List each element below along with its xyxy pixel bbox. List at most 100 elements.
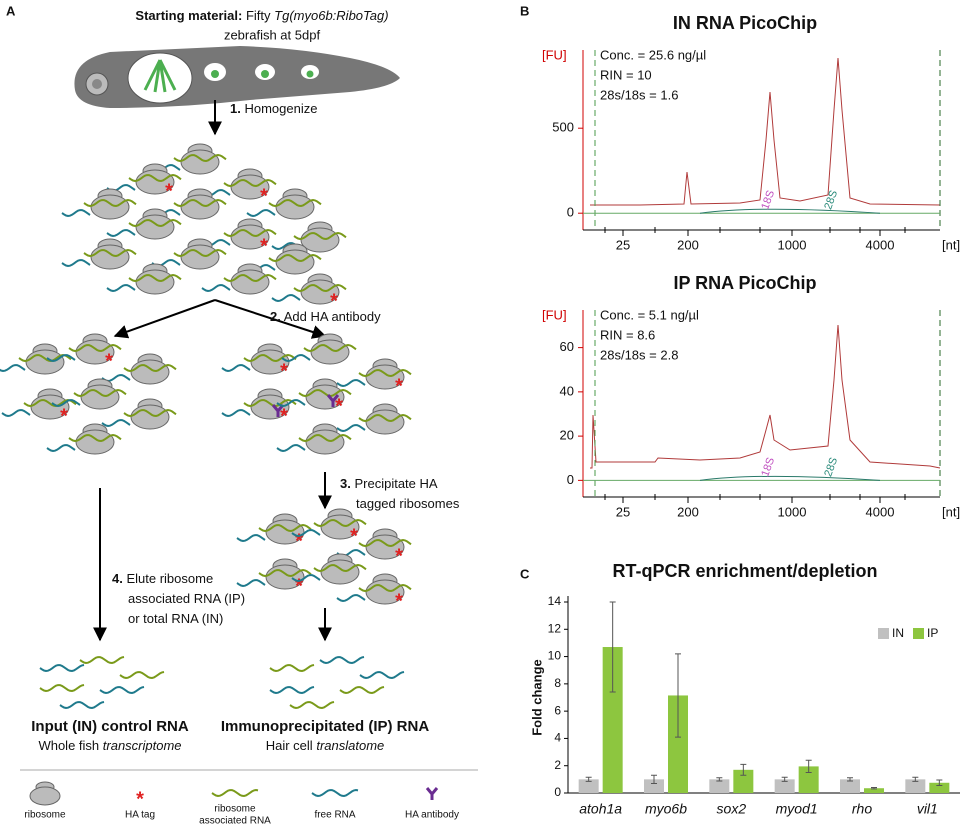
rna — [313, 563, 367, 573]
rna — [173, 248, 227, 258]
legend-label: ribosome — [24, 810, 66, 821]
rna — [359, 671, 405, 680]
rna — [123, 408, 177, 418]
rna — [236, 579, 266, 588]
rna — [236, 534, 266, 543]
rna — [119, 671, 165, 680]
sub: Whole fish — [38, 738, 99, 753]
step-text: 2. Add HA antibody — [270, 309, 381, 324]
panel-label: C — [520, 566, 530, 581]
rna — [358, 368, 412, 378]
step-text: associated RNA (IP) — [128, 591, 245, 606]
x-tick-label: 25 — [616, 504, 630, 519]
y-tick-label: 0 — [567, 205, 574, 220]
ribosome — [275, 194, 315, 220]
error-bar — [847, 777, 853, 782]
ribosome — [180, 149, 220, 175]
rna — [128, 218, 182, 228]
ha-tag: * — [280, 405, 288, 427]
rna — [271, 294, 301, 303]
ribosome — [135, 269, 175, 295]
ha-tag: * — [136, 788, 144, 810]
bar — [578, 779, 599, 793]
ribosome — [75, 429, 115, 455]
bar — [798, 766, 819, 793]
y-tick-label: 8 — [554, 676, 561, 690]
ha-tag: * — [330, 290, 338, 312]
ribosome — [305, 429, 345, 455]
output-sub: Whole fish transcriptome — [38, 738, 181, 753]
ha-tag: * — [60, 405, 68, 427]
error-bar — [585, 776, 592, 782]
rna — [293, 283, 347, 293]
error-bar — [912, 776, 919, 782]
step-number: 3. — [340, 476, 351, 491]
start-line: zebrafish at 5dpf — [224, 27, 321, 42]
chart-title: RT-qPCR enrichment/depletion — [612, 561, 877, 581]
bar — [602, 647, 623, 793]
start-line: Starting material: Fifty Tg(myo6b:RiboTa… — [135, 8, 388, 23]
rna — [39, 684, 85, 693]
step-number: 4. — [112, 571, 123, 586]
rna — [336, 379, 366, 388]
step-line: tagged ribosomes — [356, 496, 460, 511]
ha-tag: * — [335, 395, 343, 417]
trace — [590, 57, 941, 206]
ha-tag: * — [395, 375, 403, 397]
legend-swatch — [913, 628, 924, 639]
step-line: Elute ribosome — [126, 571, 213, 586]
rna — [51, 399, 81, 408]
chip-title: IN RNA PicoChip — [673, 13, 817, 33]
peak-label: 18S — [759, 456, 777, 479]
x-tick-label: rho — [852, 801, 872, 817]
rna — [99, 686, 145, 695]
output-title: Input (IN) control RNA — [31, 718, 189, 735]
sub: Hair cell — [266, 738, 313, 753]
peak-label: 18S — [759, 189, 777, 212]
ribosome — [365, 409, 405, 435]
y-tick-label: 12 — [548, 621, 562, 635]
ha-tag: * — [260, 185, 268, 207]
legend-label: IP — [927, 626, 938, 640]
rna — [336, 424, 366, 433]
ha-tag: * — [350, 525, 358, 547]
antibody — [425, 787, 439, 800]
y-tick-label: 6 — [554, 703, 561, 717]
rna — [0, 364, 26, 373]
legend-label: ribosome — [214, 804, 256, 815]
antibody — [326, 394, 340, 407]
y-tick-label: 0 — [554, 785, 561, 799]
bar — [774, 779, 795, 793]
rna — [291, 574, 321, 583]
y-tick-label: 60 — [560, 339, 574, 354]
rna — [289, 701, 335, 710]
ribosome — [230, 269, 270, 295]
rna — [123, 363, 177, 373]
stat: Conc. = 5.1 ng/µl — [600, 307, 699, 322]
rna — [221, 364, 251, 373]
ribosome — [135, 214, 175, 240]
rna — [106, 229, 136, 238]
ha-tag: * — [395, 590, 403, 612]
error-bar — [805, 759, 812, 774]
ha-tag: * — [295, 530, 303, 552]
rna — [79, 656, 125, 665]
rna — [83, 248, 137, 258]
bar — [864, 788, 884, 793]
error-bar — [781, 776, 788, 782]
step-number: 1. — [230, 101, 241, 116]
x-tick-label: sox2 — [717, 801, 747, 817]
trace — [590, 324, 941, 469]
x-tick-label: myo6b — [645, 801, 687, 817]
rna — [336, 594, 366, 603]
legend-label: HA tag — [125, 810, 155, 821]
y-tick-label: 2 — [554, 758, 561, 772]
ribosome — [130, 359, 170, 385]
rna — [61, 259, 91, 268]
legend-label: free RNA — [314, 810, 355, 821]
y-tick-label: 14 — [548, 594, 562, 608]
y-tick-label: 40 — [560, 383, 574, 398]
legend-label: HA antibody — [405, 810, 459, 821]
x-tick-label: 4000 — [866, 504, 895, 519]
rna — [39, 664, 85, 673]
